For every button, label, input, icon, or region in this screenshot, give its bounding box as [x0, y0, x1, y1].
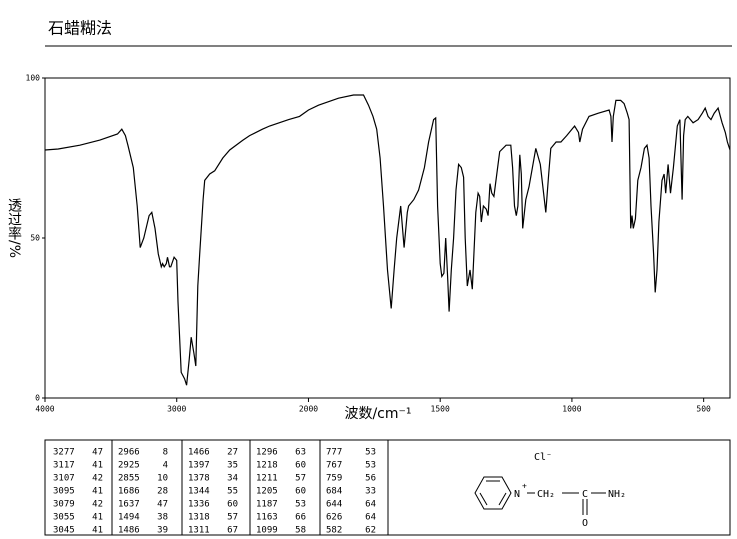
peak-wavenumber: 3079 [53, 500, 75, 510]
peak-transmittance: 66 [295, 513, 306, 523]
atom-n: N [514, 489, 520, 500]
peak-wavenumber: 582 [326, 526, 342, 536]
nh2: NH₂ [608, 489, 626, 500]
peak-wavenumber: 2925 [118, 461, 140, 471]
peak-wavenumber: 3055 [53, 513, 75, 523]
peak-transmittance: 10 [157, 474, 168, 484]
peak-transmittance: 64 [365, 500, 376, 510]
peak-transmittance: 57 [295, 474, 306, 484]
peak-wavenumber: 3045 [53, 526, 75, 536]
charge: + [522, 482, 527, 491]
plot-frame [44, 77, 731, 399]
peak-wavenumber: 2855 [118, 474, 140, 484]
peak-wavenumber: 626 [326, 513, 342, 523]
peak-wavenumber: 1099 [256, 526, 278, 536]
x-tick-label: 3000 [167, 405, 186, 414]
peak-transmittance: 53 [365, 461, 376, 471]
peak-transmittance: 58 [295, 526, 306, 536]
x-tick-label: 4000 [35, 405, 54, 414]
peak-wavenumber: 1637 [118, 500, 140, 510]
peak-transmittance: 34 [227, 474, 238, 484]
peak-wavenumber: 3117 [53, 461, 75, 471]
peak-transmittance: 53 [365, 448, 376, 458]
y-tick-label: 50 [30, 234, 40, 243]
peak-transmittance: 35 [227, 461, 238, 471]
y-axis-label: 透过率/% [6, 198, 22, 258]
peak-wavenumber: 3107 [53, 474, 75, 484]
peak-transmittance: 56 [365, 474, 376, 484]
peak-transmittance: 62 [365, 526, 376, 536]
peak-transmittance: 67 [227, 526, 238, 536]
x-tick-label: 500 [696, 405, 711, 414]
anion: Cl⁻ [534, 452, 552, 463]
peak-wavenumber: 1187 [256, 500, 278, 510]
peak-transmittance: 27 [227, 448, 238, 458]
peak-transmittance: 55 [227, 487, 238, 497]
peak-transmittance: 47 [92, 448, 103, 458]
x-tick-label: 2000 [299, 405, 318, 414]
peak-wavenumber: 1344 [188, 487, 210, 497]
peak-transmittance: 60 [227, 500, 238, 510]
peak-wavenumber: 684 [326, 487, 342, 497]
atom-o: O [582, 518, 588, 529]
peak-transmittance: 53 [295, 500, 306, 510]
peak-wavenumber: 1318 [188, 513, 210, 523]
peak-wavenumber: 1378 [188, 474, 210, 484]
peak-transmittance: 41 [92, 513, 103, 523]
peak-transmittance: 57 [227, 513, 238, 523]
peak-transmittance: 42 [92, 500, 103, 510]
peak-transmittance: 60 [295, 461, 306, 471]
peak-wavenumber: 1205 [256, 487, 278, 497]
peak-wavenumber: 644 [326, 500, 342, 510]
peak-transmittance: 64 [365, 513, 376, 523]
atom-c: C [582, 489, 588, 500]
peak-wavenumber: 1163 [256, 513, 278, 523]
peak-transmittance: 63 [295, 448, 306, 458]
peak-transmittance: 4 [163, 461, 168, 471]
peak-wavenumber: 3095 [53, 487, 75, 497]
x-tick-label: 1000 [562, 405, 581, 414]
y-tick-label: 100 [26, 74, 41, 83]
peak-transmittance: 41 [92, 461, 103, 471]
peak-transmittance: 33 [365, 487, 376, 497]
spectrum-line [44, 94, 731, 386]
peak-wavenumber: 1336 [188, 500, 210, 510]
peak-transmittance: 42 [92, 474, 103, 484]
peak-wavenumber: 767 [326, 461, 342, 471]
peak-wavenumber: 1211 [256, 474, 278, 484]
peak-transmittance: 41 [92, 526, 103, 536]
ch2: CH₂ [537, 489, 555, 500]
peak-wavenumber: 1494 [118, 513, 140, 523]
title: 石蜡糊法 [48, 19, 112, 38]
peak-wavenumber: 1466 [188, 448, 210, 458]
peak-wavenumber: 1296 [256, 448, 278, 458]
peak-transmittance: 38 [157, 513, 168, 523]
peak-wavenumber: 1486 [118, 526, 140, 536]
peak-wavenumber: 3277 [53, 448, 75, 458]
peak-transmittance: 60 [295, 487, 306, 497]
peak-wavenumber: 1218 [256, 461, 278, 471]
peak-wavenumber: 2966 [118, 448, 140, 458]
structure [474, 476, 606, 515]
peak-transmittance: 47 [157, 500, 168, 510]
y-tick-label: 0 [35, 394, 40, 403]
peak-wavenumber: 759 [326, 474, 342, 484]
peak-transmittance: 8 [163, 448, 168, 458]
x-tick-label: 1500 [431, 405, 450, 414]
peak-transmittance: 41 [92, 487, 103, 497]
peak-wavenumber: 1686 [118, 487, 140, 497]
table-dividers [111, 440, 389, 535]
peak-wavenumber: 777 [326, 448, 342, 458]
peak-wavenumber: 1397 [188, 461, 210, 471]
peak-wavenumber: 1311 [188, 526, 210, 536]
x-axis-label: 波数/cm⁻¹ [344, 406, 411, 422]
peak-transmittance: 39 [157, 526, 168, 536]
peak-transmittance: 28 [157, 487, 168, 497]
